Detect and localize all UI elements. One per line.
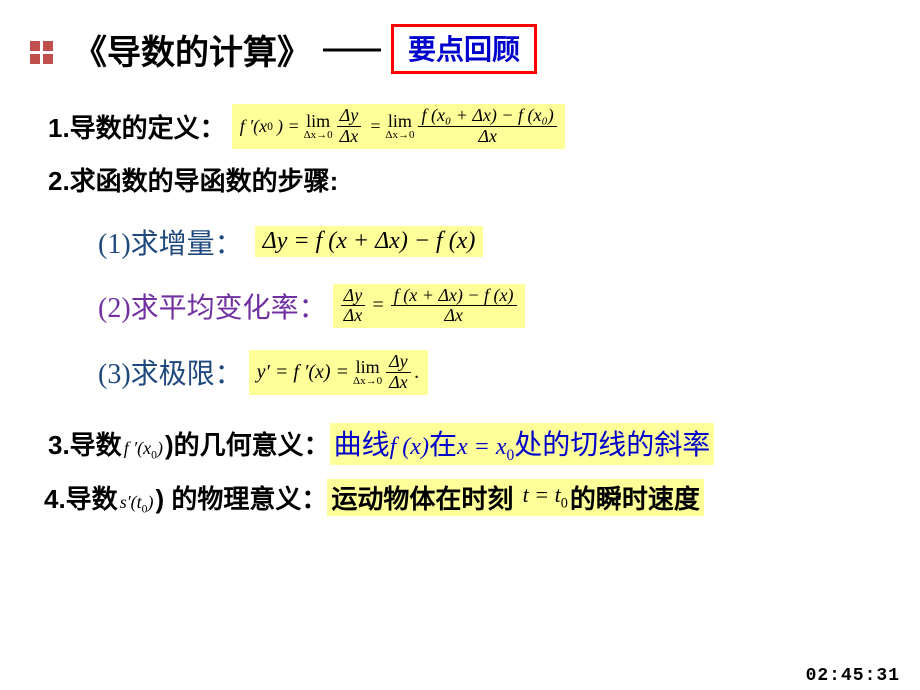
step1-label: (1)求增量： (98, 222, 243, 262)
item-3: 3.导数f ′(x0))的几何意义： 曲线f (x)在x = x0处的切线的斜率 (48, 423, 890, 465)
step1-formula: Δy = f (x + Δx) − f (x) (255, 226, 484, 257)
s2-frac2: f (x + Δx) − f (x)Δx (391, 286, 517, 327)
item-1: 1.导数的定义： f ′(x0 ) = limΔx→0 ΔyΔx = limΔx→… (48, 104, 890, 149)
title-dash: —— (323, 32, 379, 66)
title-main: 《导数的计算》 (73, 25, 311, 74)
item2-heading: 2.求函数的导函数的步骤: (48, 161, 890, 198)
s3-lim: limΔx→0 (353, 358, 382, 387)
item1-heading: 1.导数的定义： (48, 108, 226, 145)
step1: (1)求增量： Δy = f (x + Δx) − f (x) (48, 222, 890, 262)
step3-formula: y′ = f ′(x) = limΔx→0 ΔyΔx . (249, 350, 428, 395)
s2-eq: = (371, 294, 385, 317)
item-4: 4.导数s′(t0)) 的物理意义： 运动物体在时刻 t = t0的瞬时速度 (44, 479, 890, 516)
f1-frac2: f (x₀ + Δx) − f (x₀)Δx (418, 106, 556, 147)
f1-sub: 0 (267, 120, 273, 133)
s2-frac1: ΔyΔx (341, 286, 366, 327)
item3-heading: 3.导数f ′(x0))的几何意义： (48, 425, 330, 462)
s3-lhs: y′ = f ′(x) = (257, 361, 349, 384)
f1-frac1: ΔyΔx (337, 106, 362, 147)
s3-frac: ΔyΔx (386, 352, 411, 393)
review-box: 要点回顾 (391, 24, 537, 74)
f1-lhs: f ′(x (240, 116, 267, 137)
f1-lim2: limΔx→0 (385, 112, 414, 141)
step2-label: (2)求平均变化率： (98, 286, 327, 326)
item1-formula: f ′(x0 ) = limΔx→0 ΔyΔx = limΔx→0 f (x₀ +… (232, 104, 565, 149)
item4-value: 运动物体在时刻 t = t0的瞬时速度 (327, 479, 704, 516)
f1-lim1: limΔx→0 (304, 112, 333, 141)
f1-eq2: = (369, 116, 381, 137)
title-row: 《导数的计算》 —— 要点回顾 (30, 24, 890, 74)
timestamp: 02:45:31 (806, 666, 900, 686)
step2: (2)求平均变化率： ΔyΔx = f (x + Δx) − f (x)Δx (48, 284, 890, 329)
step3: (3)求极限： y′ = f ′(x) = limΔx→0 ΔyΔx . (48, 350, 890, 395)
item3-value: 曲线f (x)在x = x0处的切线的斜率 (330, 423, 715, 465)
item4-heading: 4.导数s′(t0)) 的物理意义： (44, 479, 327, 516)
f1-eq: ) = (277, 116, 300, 137)
item-2: 2.求函数的导函数的步骤: (1)求增量： Δy = f (x + Δx) − … (48, 161, 890, 395)
title-bullet-icon (30, 41, 53, 64)
slide-content: 《导数的计算》 —— 要点回顾 1.导数的定义： f ′(x0 ) = limΔx… (0, 0, 920, 516)
step2-formula: ΔyΔx = f (x + Δx) − f (x)Δx (333, 284, 525, 329)
step3-label: (3)求极限： (98, 352, 243, 392)
s3-dot: . (415, 361, 420, 384)
